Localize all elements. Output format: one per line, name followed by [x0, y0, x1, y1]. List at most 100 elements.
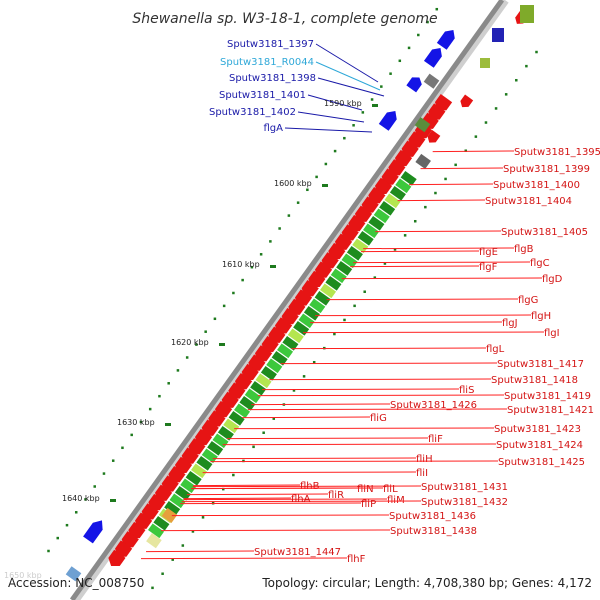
reverse-gene-arrow [394, 149, 413, 167]
cds-block-rect [287, 328, 304, 344]
cds-block [373, 208, 390, 224]
topology-summary: Topology: circular; Length: 4,708,380 bp… [261, 576, 592, 590]
map-title: Shewanella sp. W3-18-1, complete genome [132, 11, 437, 27]
reverse-gene [248, 354, 266, 371]
right-callout-line [326, 298, 519, 301]
reverse-gene [115, 540, 133, 557]
outer-dot-track [47, 7, 439, 553]
track-dot [222, 304, 226, 308]
reverse-gene-arrow [194, 428, 213, 446]
reverse-gene [321, 252, 339, 269]
track-dot [373, 276, 377, 279]
track-dot [324, 162, 328, 166]
reverse-gene [294, 289, 313, 306]
cds-block-rect [153, 515, 170, 531]
reverse-gene [428, 103, 446, 120]
cds-block [277, 343, 294, 359]
right-callout-line [242, 416, 371, 419]
left-callout-line [297, 111, 365, 123]
forward-gene [436, 30, 455, 50]
reverse-gene-arrow [208, 410, 226, 427]
reverse-gene-arrow [181, 447, 199, 464]
track-dot [515, 78, 518, 82]
cds-block [174, 485, 191, 501]
reverse-gene [174, 456, 193, 474]
right-callout-line [397, 199, 486, 202]
right-gene-label: Sputw3181_1423 [494, 424, 581, 435]
reverse-gene [181, 447, 199, 464]
reverse-gene [228, 382, 246, 399]
track-dot [56, 536, 59, 540]
right-callout-line [353, 261, 531, 264]
right-gene-label: flgL [486, 344, 505, 355]
track-dot [201, 516, 205, 519]
cds-block-rect [196, 455, 213, 471]
kbp-tick-mark [372, 104, 378, 107]
track-dot [363, 290, 366, 293]
track-dot [434, 191, 437, 195]
tick-label-faded: 1650 kbp [4, 571, 42, 580]
track-dot [191, 530, 195, 533]
reverse-gene-arrow [161, 475, 179, 492]
kbp-tick-label: 1640 kbp [62, 494, 100, 503]
right-callout-line [280, 362, 498, 365]
cds-block-rect [357, 230, 374, 246]
reverse-gene [408, 131, 426, 148]
track-dot [484, 121, 488, 124]
reverse-gene-arrow [115, 540, 133, 557]
reverse-gene-arrow [368, 187, 386, 204]
reverse-gene-arrow [328, 242, 346, 260]
cds-block-rect [314, 290, 331, 306]
right-callout-line [222, 443, 497, 446]
cds-block-rect [320, 283, 337, 299]
left-gene-label: flgA [264, 123, 284, 134]
cds-block [330, 268, 347, 284]
cds-block [363, 223, 380, 239]
track-dot [195, 343, 198, 346]
kbp-tick-label: 1610 kbp [222, 260, 260, 269]
right-callout-line [210, 460, 499, 463]
cds-block [185, 470, 202, 486]
misc-feature [423, 73, 440, 89]
cds-block [266, 358, 283, 374]
cds-block [368, 215, 385, 231]
cds-block-rect [384, 193, 401, 209]
right-gene-label: flgJ [502, 318, 518, 329]
track-dot [287, 214, 291, 217]
track-dot [380, 85, 383, 88]
left-gene-label: Sputw3181_1397 [227, 39, 314, 50]
track-dot [292, 389, 296, 392]
cds-block-rect [336, 260, 353, 276]
cds-block-rect [244, 388, 261, 404]
reverse-gene [261, 335, 279, 353]
cds-block-rect [234, 403, 251, 419]
right-gene-label: Sputw3181_1425 [498, 457, 585, 468]
right-callout-line [192, 485, 422, 488]
track-dot [407, 46, 411, 50]
cds-block-rect [180, 478, 197, 494]
cds-block [239, 395, 256, 411]
cds-block-rect [309, 298, 326, 314]
reverse-gene [401, 140, 419, 157]
right-gene-label: flgE [479, 247, 498, 258]
reverse-gene-arrow [428, 103, 446, 120]
genome-backbone [69, 0, 509, 600]
cds-block [400, 170, 417, 186]
track-dot [333, 149, 337, 153]
right-callout-line [212, 457, 417, 460]
right-gene-label: Sputw3181_1431 [421, 482, 508, 493]
right-callout-line [141, 557, 348, 560]
track-dot [167, 382, 170, 385]
right-gene-label: Sputw3181_1418 [491, 375, 578, 386]
reverse-gene [214, 400, 233, 418]
right-gene-label: Sputw3181_1436 [389, 511, 476, 522]
right-gene-label: fliF [428, 434, 443, 445]
right-gene-label: fliN [357, 484, 374, 495]
right-callout-line [247, 408, 508, 411]
track-dot [221, 487, 225, 491]
reverse-gene [388, 159, 406, 176]
cds-block [164, 500, 181, 516]
reverse-gene [328, 242, 346, 260]
track-dot [148, 407, 152, 411]
left-gene-label: Sputw3181_1398 [229, 73, 316, 84]
